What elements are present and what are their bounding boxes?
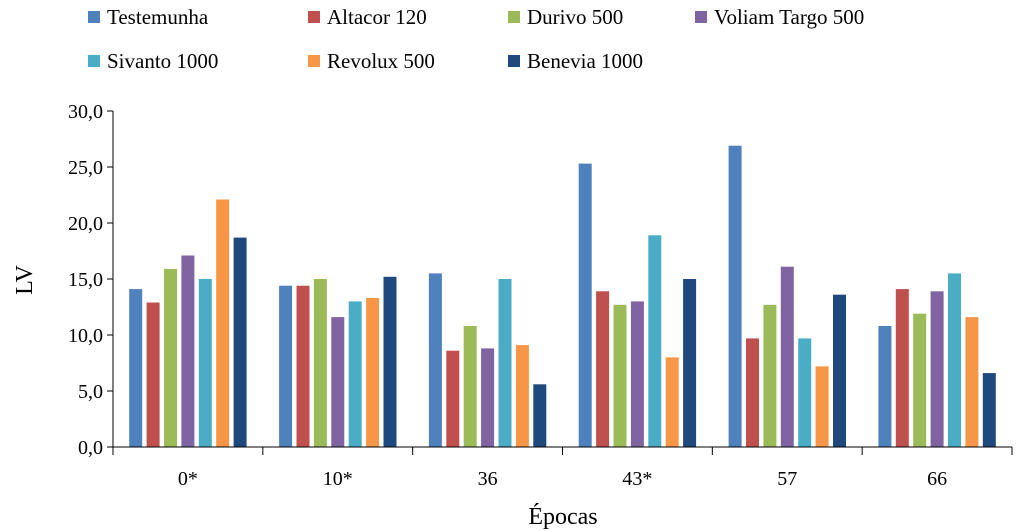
bar-voliam-targo-500-1 xyxy=(331,317,345,447)
legend-swatch xyxy=(508,55,520,67)
bar-voliam-targo-500-4 xyxy=(780,266,794,447)
bar-revolux-500-2 xyxy=(515,345,529,447)
y-tick-labels: 0,0 5,0 10,0 15,0 20,0 25,0 30,0 xyxy=(68,101,103,459)
plot-area: 0,0 5,0 10,0 15,0 20,0 25,0 30,0 0* 10* 36 43* 57 6… xyxy=(68,101,1013,490)
bar-testemunha-0 xyxy=(129,289,143,447)
bar-voliam-targo-500-3 xyxy=(630,301,644,447)
x-tick-label: 66 xyxy=(927,468,947,490)
legend-label: Altacor 120 xyxy=(327,5,427,29)
legend-item: Benevia 1000 xyxy=(508,49,643,73)
bar-testemunha-1 xyxy=(279,285,293,447)
y-tick-label: 20,0 xyxy=(68,213,103,235)
bar-sivanto-1000-5 xyxy=(948,273,961,447)
legend-item: Voliam Targo 500 xyxy=(695,5,864,29)
y-tick-label: 25,0 xyxy=(68,157,103,179)
x-tick-label: 0* xyxy=(178,468,198,490)
bar-benevia-1000-0 xyxy=(233,237,247,447)
bar-altacor-120-4 xyxy=(746,338,759,447)
bar-altacor-120-5 xyxy=(895,289,909,447)
legend-swatch xyxy=(308,11,320,23)
bar-voliam-targo-500-0 xyxy=(181,255,195,447)
bar-altacor-120-1 xyxy=(296,285,310,447)
legend-item: Altacor 120 xyxy=(308,5,427,29)
legend-swatch xyxy=(88,55,100,67)
bar-testemunha-2 xyxy=(428,273,442,447)
x-tick-label: 36 xyxy=(478,468,498,490)
legend-label: Sivanto 1000 xyxy=(107,49,218,73)
bar-testemunha-3 xyxy=(578,163,592,447)
bar-testemunha-4 xyxy=(728,145,742,447)
legend-item: Testemunha xyxy=(88,5,209,29)
legend-label: Testemunha xyxy=(107,5,209,29)
bar-sivanto-1000-0 xyxy=(198,279,212,447)
bar-benevia-1000-1 xyxy=(383,276,397,447)
bar-benevia-1000-5 xyxy=(982,373,996,447)
y-tick-label: 10,0 xyxy=(68,325,103,347)
legend-swatch xyxy=(308,55,320,67)
bars xyxy=(129,145,996,447)
bar-durivo-500-3 xyxy=(613,304,627,447)
x-tick-label: 43* xyxy=(622,468,652,490)
legend-label: Benevia 1000 xyxy=(527,49,643,73)
x-tick-labels: 0* 10* 36 43* 57 66 xyxy=(178,468,947,490)
y-axis-title: LV xyxy=(12,264,38,294)
bar-sivanto-1000-3 xyxy=(648,235,662,447)
bar-sivanto-1000-2 xyxy=(498,279,512,447)
legend-label: Voliam Targo 500 xyxy=(714,5,864,29)
bar-revolux-500-3 xyxy=(665,357,679,447)
bar-revolux-500-4 xyxy=(815,366,829,447)
x-tick-label: 10* xyxy=(323,468,353,490)
bar-benevia-1000-4 xyxy=(833,294,846,447)
bar-voliam-targo-500-5 xyxy=(930,291,944,447)
y-tick-label: 15,0 xyxy=(68,269,103,291)
bar-durivo-500-1 xyxy=(313,279,327,447)
legend-swatch xyxy=(695,11,707,23)
x-tick-label: 57 xyxy=(777,468,797,490)
legend-item: Revolux 500 xyxy=(308,49,435,73)
bar-testemunha-5 xyxy=(878,326,892,447)
bar-sivanto-1000-1 xyxy=(348,301,362,447)
legend-swatch xyxy=(88,11,100,23)
bar-altacor-120-3 xyxy=(596,291,610,447)
y-tick-label: 0,0 xyxy=(78,437,103,459)
legend-item: Sivanto 1000 xyxy=(88,49,218,73)
legend-label: Durivo 500 xyxy=(527,5,623,29)
y-tick-label: 30,0 xyxy=(68,101,103,123)
bar-revolux-500-0 xyxy=(216,199,230,447)
bar-revolux-500-5 xyxy=(965,317,979,447)
bar-altacor-120-2 xyxy=(446,350,460,447)
bar-durivo-500-0 xyxy=(164,268,177,447)
y-tick-label: 5,0 xyxy=(78,381,103,403)
bar-altacor-120-0 xyxy=(146,302,160,447)
bar-voliam-targo-500-2 xyxy=(481,348,495,447)
x-axis-title: Épocas xyxy=(528,504,597,530)
legend: Testemunha Altacor 120 Durivo 500 Voliam Ta… xyxy=(88,5,864,73)
legend-item: Durivo 500 xyxy=(508,5,623,29)
bar-benevia-1000-3 xyxy=(683,279,697,447)
bar-durivo-500-4 xyxy=(763,304,777,447)
axes xyxy=(107,110,1013,455)
bar-durivo-500-2 xyxy=(463,326,477,447)
bar-sivanto-1000-4 xyxy=(798,338,812,447)
bar-benevia-1000-2 xyxy=(533,384,547,447)
bar-durivo-500-5 xyxy=(913,313,927,447)
legend-swatch xyxy=(508,11,520,23)
legend-label: Revolux 500 xyxy=(327,49,435,73)
bar-revolux-500-1 xyxy=(366,298,380,447)
